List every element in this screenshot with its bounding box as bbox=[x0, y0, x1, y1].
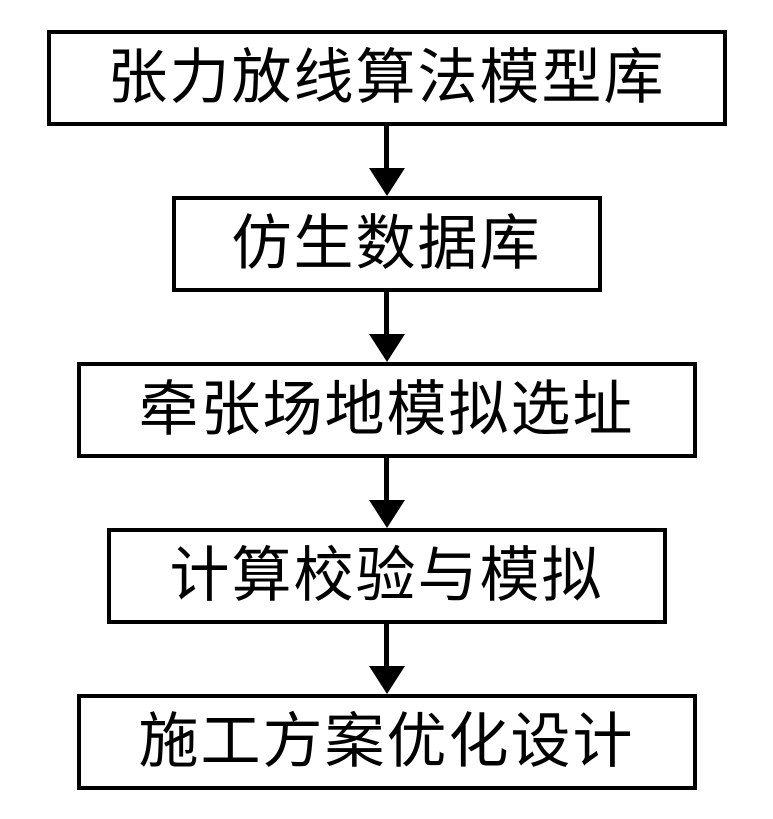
node-label: 计算校验与模拟 bbox=[170, 543, 604, 609]
arrow-head-icon bbox=[369, 334, 405, 362]
flowchart-node-1: 张力放线算法模型库 bbox=[47, 30, 727, 126]
flowchart-container: 张力放线算法模型库 仿生数据库 牵张场地模拟选址 计算校验与模拟 施工方案优化设… bbox=[0, 30, 773, 790]
arrow-2 bbox=[369, 292, 405, 362]
arrow-line bbox=[384, 624, 389, 666]
arrow-4 bbox=[369, 624, 405, 694]
flowchart-node-3: 牵张场地模拟选址 bbox=[77, 362, 697, 458]
flowchart-node-2: 仿生数据库 bbox=[172, 196, 602, 292]
node-label: 牵张场地模拟选址 bbox=[139, 377, 635, 443]
arrow-head-icon bbox=[369, 666, 405, 694]
node-label: 仿生数据库 bbox=[232, 211, 542, 277]
arrow-3 bbox=[369, 458, 405, 528]
arrow-line bbox=[384, 292, 389, 334]
node-label: 张力放线算法模型库 bbox=[108, 45, 666, 111]
arrow-head-icon bbox=[369, 500, 405, 528]
arrow-line bbox=[384, 458, 389, 500]
node-label: 施工方案优化设计 bbox=[139, 709, 635, 775]
arrow-1 bbox=[369, 126, 405, 196]
arrow-line bbox=[384, 126, 389, 168]
flowchart-node-4: 计算校验与模拟 bbox=[107, 528, 667, 624]
flowchart-node-5: 施工方案优化设计 bbox=[77, 694, 697, 790]
arrow-head-icon bbox=[369, 168, 405, 196]
